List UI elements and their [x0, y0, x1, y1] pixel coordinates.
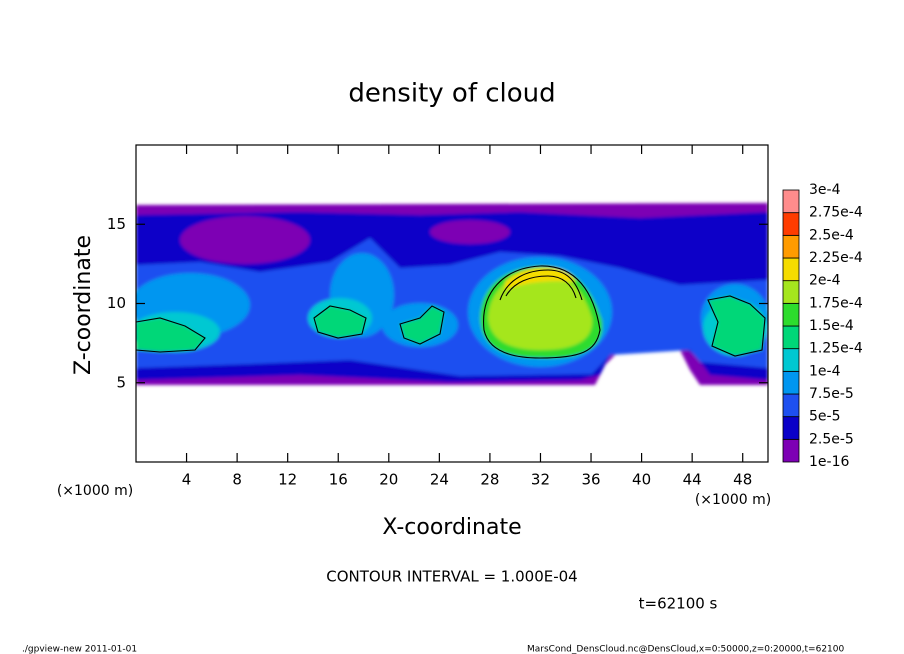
y-axis-label: Z-coordinate — [71, 235, 96, 375]
colorbar-label: 1e-4 — [809, 363, 841, 379]
x-tick-label: 24 — [430, 471, 449, 489]
colorbar-box — [782, 393, 800, 418]
level-region — [180, 216, 310, 264]
x-tick-label: 8 — [232, 471, 242, 489]
y-tick-label: 5 — [116, 373, 126, 391]
colorbar-label: 1e-16 — [809, 454, 849, 470]
colorbar-label: 2.25e-4 — [809, 250, 863, 266]
colorbar-box — [782, 280, 800, 304]
colorbar-box — [782, 416, 800, 440]
level-region — [136, 238, 768, 376]
colorbar-label: 2.5e-5 — [809, 431, 854, 447]
contour-line — [399, 305, 445, 345]
colorbar-box — [782, 189, 800, 214]
footer-right: MarsCond_DensCloud.nc@DensCloud,x=0:5000… — [527, 645, 844, 654]
x-tick-label: 36 — [581, 471, 600, 489]
colorbar-box — [782, 257, 800, 282]
contour-interval: CONTOUR INTERVAL = 1.000E-04 — [326, 568, 577, 586]
y-unit: (×1000 m) — [57, 483, 133, 499]
chart-title: density of cloud — [348, 79, 555, 109]
x-tick-label: 48 — [733, 471, 752, 489]
colorbar-box — [782, 370, 800, 395]
level-region — [488, 272, 593, 350]
level-region — [400, 306, 444, 344]
x-tick-label: 28 — [480, 471, 499, 489]
x-tick-label: 16 — [329, 471, 348, 489]
x-axis-label: X-coordinate — [382, 515, 521, 540]
level-region — [136, 318, 205, 352]
colorbar-box — [782, 302, 800, 327]
colorbar-label: 5e-5 — [809, 409, 840, 425]
contour-line — [313, 305, 367, 339]
x-tick-label: 44 — [683, 471, 702, 489]
x-tick-label: 20 — [379, 471, 398, 489]
y-tick-label: 15 — [107, 215, 126, 233]
colorbar-label: 1.25e-4 — [809, 341, 863, 357]
x-tick-label: 32 — [531, 471, 550, 489]
colorbar-label: 1.75e-4 — [809, 295, 863, 311]
level-region — [430, 220, 510, 244]
level-region — [314, 306, 366, 338]
colorbar-box — [782, 212, 800, 236]
colorbar-label: 2e-4 — [809, 273, 841, 289]
colorbar-box — [782, 234, 800, 259]
colorbar-box — [782, 438, 800, 463]
x-tick-label: 4 — [182, 471, 192, 489]
contour-line — [505, 275, 577, 299]
colorbar-box — [782, 348, 800, 372]
time-label: t=62100 s — [639, 595, 718, 613]
colorbar-label: 1.5e-4 — [809, 318, 854, 334]
colorbar-label: 7.5e-5 — [809, 386, 854, 402]
colorbar-label: 2.5e-4 — [809, 227, 854, 243]
x-unit: (×1000 m) — [695, 492, 771, 508]
contour-line — [499, 269, 583, 301]
colorbar-box — [782, 325, 800, 350]
contour-line — [483, 265, 601, 359]
level-region — [708, 296, 765, 356]
level-region — [505, 268, 576, 290]
colorbar-label: 2.75e-4 — [809, 205, 863, 221]
colorbar: 1e-16 2.5e-5 5e-5 7.5e-5 1e-4 1.25e-4 1.5e-4 1.… — [782, 182, 863, 470]
x-tick-label: 40 — [632, 471, 651, 489]
x-tick-label: 12 — [278, 471, 297, 489]
contour-line — [707, 295, 766, 357]
colorbar-label: 3e-4 — [809, 182, 841, 198]
contour-line — [136, 317, 206, 353]
field — [136, 203, 768, 385]
footer-left: ./gpview-new 2011-01-01 — [22, 645, 137, 654]
y-tick-label: 10 — [107, 294, 126, 312]
